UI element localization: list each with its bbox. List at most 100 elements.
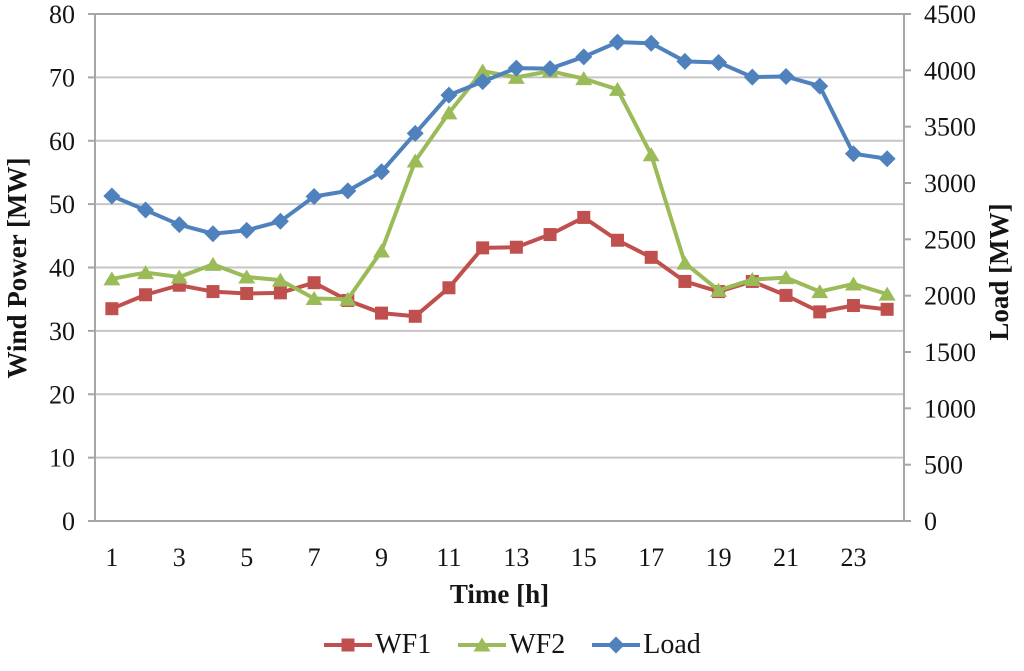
x-axis-tick-label: 1 [105,543,118,572]
marker-wf1 [880,302,894,316]
marker-wf2 [440,105,458,120]
marker-wf2 [103,271,121,286]
y-axis-right-tick-label: 0 [924,507,937,536]
marker-load [137,201,155,219]
legend-marker-diamond-icon [592,636,641,654]
marker-wf1 [375,306,389,320]
marker-wf1 [476,241,490,255]
y-axis-right-tick-label: 3500 [924,113,976,142]
marker-load [710,53,728,71]
series-line-wf2 [109,69,890,302]
marker-wf2 [406,153,424,168]
marker-load [440,86,458,104]
marker-wf2 [170,269,188,284]
marker-load [204,225,222,243]
marker-load [743,68,761,86]
x-axis-tick-label: 13 [503,543,529,572]
y-axis-right-tick-label: 4500 [924,0,976,29]
marker-load [271,212,289,230]
x-axis-tick-label: 15 [571,543,597,572]
y-axis-left-tick-label: 70 [49,63,75,92]
y-axis-left-tick-label: 20 [49,380,75,409]
x-axis-tick-label: 21 [773,543,799,572]
x-axis-tick-label: 23 [840,543,866,572]
marker-wf2 [575,71,593,86]
marker-wf2 [271,272,289,287]
marker-load [844,145,862,163]
marker-wf1 [846,299,860,313]
legend-label-wf1: WF1 [375,629,432,660]
series-wf2 [103,63,896,306]
x-axis-tick-label: 3 [173,543,186,572]
legend-label-wf2: WF2 [509,629,566,660]
x-axis-tick-label: 9 [375,543,388,572]
y-axis-right-tick-label: 4000 [924,56,976,85]
marker-wf1 [779,288,793,302]
marker-wf2 [608,81,626,96]
marker-wf2 [710,282,728,297]
marker-load [406,124,424,142]
marker-load [608,33,626,51]
x-axis-tick-label: 17 [638,543,664,572]
marker-wf2 [676,255,694,270]
marker-wf2 [373,243,391,258]
x-axis-tick-label: 19 [706,543,732,572]
marker-wf1 [206,285,220,299]
marker-load [373,163,391,181]
marker-load [777,68,795,86]
marker-wf1 [273,286,287,300]
legend-item-wf2: WF2 [457,629,565,661]
marker-wf2 [878,286,896,301]
marker-wf2 [743,272,761,287]
marker-wf2 [777,270,795,285]
y-axis-left-title: Wind Power [MW] [2,158,32,379]
series-load [103,33,896,243]
legend-label-load: Load [643,629,701,660]
marker-wf1 [644,250,658,264]
marker-load [507,59,525,77]
marker-load [642,34,660,52]
x-axis-title: Time [h] [450,579,549,609]
marker-wf1 [105,302,119,316]
legend-marker-wf1 [341,638,355,652]
marker-wf1 [442,281,456,295]
marker-load [878,150,896,168]
y-axis-right-tick-label: 1500 [924,338,976,367]
marker-wf1 [678,274,692,288]
marker-wf1 [408,309,422,323]
marker-wf2 [642,147,660,162]
chart-legend: WF1 WF2 Load [0,629,1024,661]
marker-wf1 [543,228,557,242]
marker-load [676,52,694,70]
marker-wf1 [240,286,254,300]
marker-load [811,77,829,95]
marker-wf1 [610,233,624,247]
marker-wf2 [474,63,492,78]
legend-item-wf1: WF1 [323,629,431,661]
marker-load [238,221,256,239]
marker-load [339,182,357,200]
legend-marker-wf2 [473,637,491,652]
marker-wf1 [307,276,321,290]
marker-load [103,187,121,205]
x-axis-tick-label: 7 [308,543,321,572]
marker-wf2 [844,276,862,291]
marker-wf2 [305,291,323,306]
y-axis-right-tick-label: 3000 [924,169,976,198]
y-axis-right-tick-label: 2500 [924,225,976,254]
marker-wf1 [509,240,523,254]
marker-wf2 [238,269,256,284]
marker-load [170,216,188,234]
y-axis-right-tick-label: 1000 [924,394,976,423]
y-axis-right-tick-label: 2000 [924,282,976,311]
marker-wf2 [204,256,222,271]
marker-load [575,48,593,66]
x-axis-tick-label: 5 [240,543,253,572]
marker-load [541,60,559,78]
legend-item-load: Load [591,629,701,661]
x-axis-tick-label: 11 [436,543,461,572]
marker-wf2 [137,265,155,280]
y-axis-right-tick-label: 500 [924,451,963,480]
